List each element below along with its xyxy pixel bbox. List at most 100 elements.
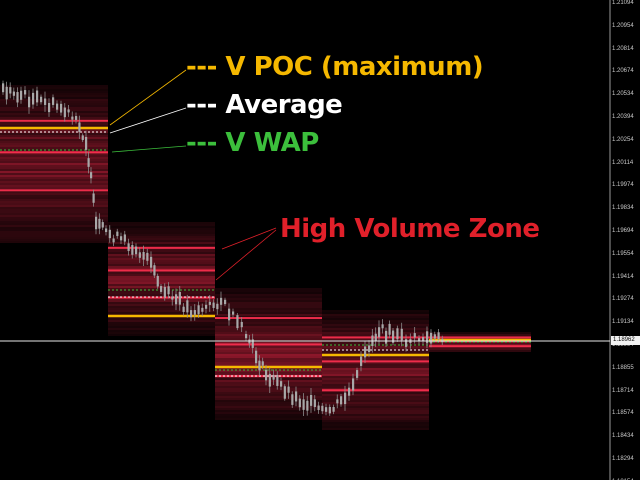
volume-profile-row [215, 412, 322, 414]
volume-profile-row [215, 382, 322, 384]
volume-profile-row [215, 296, 322, 298]
volume-profile-row [215, 314, 322, 316]
high-volume-band [322, 389, 429, 392]
volume-profile-row [215, 368, 322, 370]
candle-body [12, 91, 15, 96]
volume-profile-row [108, 276, 215, 278]
volume-profile-row [215, 384, 322, 386]
high-volume-band [108, 246, 215, 249]
volume-profile-row [108, 266, 215, 268]
poc-annotation: --- V POC (maximum) [186, 52, 484, 82]
candle-body [268, 373, 271, 387]
volume-profile-row [322, 372, 429, 374]
volume-profile-row [322, 404, 429, 406]
volume-profile-row [215, 378, 322, 380]
volume-profile-row [0, 241, 108, 243]
volume-profile-row [108, 324, 215, 326]
candle-body [108, 229, 111, 239]
volume-profile-row [322, 348, 429, 350]
candle-body [87, 158, 90, 167]
candle-body [255, 350, 258, 364]
volume-profile-row [108, 330, 215, 332]
candle-body [298, 398, 301, 408]
volume-profile-row [0, 187, 108, 189]
volume-profile-row [108, 228, 215, 230]
volume-profile-row [108, 274, 215, 276]
volume-profile-row [322, 380, 429, 382]
candle-body [245, 334, 248, 339]
volume-profile-row [108, 280, 215, 282]
candle-body [212, 302, 215, 308]
volume-profile-row [322, 312, 429, 314]
volume-profile-row [215, 370, 322, 372]
volume-profile-row [0, 141, 108, 143]
poc-pointer-line [109, 69, 187, 126]
candle-body [178, 292, 181, 305]
volume-profile-row [0, 123, 108, 125]
volume-profile-row [215, 332, 322, 334]
volume-profile-row [322, 382, 429, 384]
candle-body [175, 294, 178, 305]
volume-profile-row [322, 422, 429, 424]
volume-profile-row [215, 394, 322, 396]
candle-body [156, 275, 159, 287]
volume-profile-row [0, 179, 108, 181]
volume-profile-row [322, 370, 429, 372]
candle-body [40, 96, 43, 103]
volume-profile-row [0, 221, 108, 223]
candle-body [90, 172, 93, 179]
volume-profile-row [108, 242, 215, 244]
volume-profile-row [215, 342, 322, 344]
volume-profile-row [0, 211, 108, 213]
volume-profile-row [322, 378, 429, 380]
candle-body [24, 90, 27, 95]
candle-body [381, 324, 384, 329]
candle-body [208, 301, 211, 305]
candle-body [360, 356, 363, 366]
candle-body [405, 339, 408, 347]
volume-profile-row [0, 193, 108, 195]
volume-profile-row [215, 290, 322, 292]
volume-profile-row [322, 318, 429, 320]
volume-profile-row [215, 348, 322, 350]
volume-profile-row [215, 408, 322, 410]
high-volume-band [322, 360, 429, 363]
volume-profile-row [108, 244, 215, 246]
volume-profile-row [0, 175, 108, 177]
price-tick-label: 1.20954 [612, 22, 634, 29]
volume-profile-row [322, 324, 429, 326]
volume-profile-row [0, 163, 108, 165]
candle-body [295, 391, 298, 402]
candle-body [163, 286, 166, 298]
volume-profile-row [108, 334, 215, 336]
volume-profile-row [215, 400, 322, 402]
volume-profile-row [322, 410, 429, 412]
candle-body [101, 222, 104, 228]
volume-profile-row [108, 298, 215, 300]
volume-profile-row [215, 354, 322, 356]
volume-profile-row [429, 334, 531, 336]
average-pointer-line [109, 107, 187, 134]
volume-profile-row [215, 416, 322, 418]
price-tick-label: 1.19974 [612, 182, 634, 189]
volume-profile-row [215, 328, 322, 330]
volume-profile-row [322, 314, 429, 316]
candle-body [283, 386, 286, 399]
hvz-pointer-line-1 [221, 227, 277, 250]
candle-body [287, 386, 290, 393]
volume-profile-row [215, 350, 322, 352]
volume-profile-row [0, 153, 108, 155]
volume-profile-row [108, 300, 215, 302]
volume-profile-row [0, 195, 108, 197]
price-tick-label: 1.19274 [612, 296, 634, 303]
volume-profile-row [108, 222, 215, 224]
volume-profile-row [322, 398, 429, 400]
candle-body [63, 107, 66, 118]
candle-body [120, 236, 123, 241]
candle-body [224, 299, 227, 305]
candle-body [396, 328, 399, 340]
candle-body [32, 92, 35, 105]
candle-body [313, 399, 316, 407]
